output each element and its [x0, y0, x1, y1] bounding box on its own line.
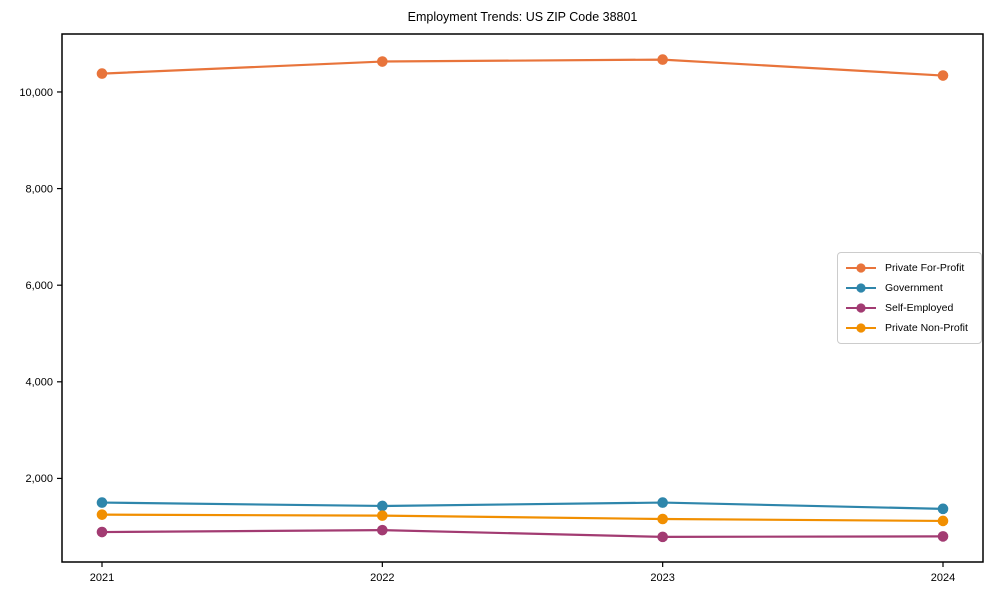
chart-title: Employment Trends: US ZIP Code 38801 — [407, 10, 638, 24]
legend-label: Private Non-Profit — [885, 322, 968, 334]
y-tick-label: 6,000 — [25, 280, 53, 292]
legend-marker-self-employed — [846, 303, 876, 313]
data-point-private-non-profit-2024 — [937, 515, 949, 527]
x-tick-label: 2024 — [931, 572, 955, 584]
legend-item-private-non-profit: Private Non-Profit — [845, 318, 973, 338]
legend-item-government: Government — [845, 278, 973, 298]
data-point-self-employed-2023 — [657, 531, 668, 543]
legend-marker-private-non-profit — [846, 323, 876, 333]
legend-dot-sample — [856, 303, 866, 313]
legend-marker-private-for-profit — [846, 263, 876, 273]
data-point-private-for-profit-2022 — [377, 56, 388, 67]
data-point-government-2024 — [937, 503, 949, 515]
data-point-private-non-profit-2021 — [96, 509, 108, 520]
series-line-private-non-profit — [100, 513, 945, 523]
series-line-private-for-profit — [100, 58, 945, 77]
series-line-government — [100, 501, 945, 510]
data-point-government-2021 — [96, 497, 108, 508]
data-point-self-employed-2022 — [377, 524, 388, 536]
legend: Private For-Profit Government Self-Employe… — [837, 252, 982, 344]
legend-label: Government — [885, 282, 943, 294]
data-point-government-2023 — [657, 497, 668, 508]
data-point-private-for-profit-2021 — [96, 68, 108, 79]
data-point-private-for-profit-2024 — [937, 70, 949, 81]
data-point-self-employed-2024 — [937, 531, 949, 542]
legend-marker-government — [846, 283, 876, 293]
y-tick-label: 8,000 — [25, 183, 53, 195]
y-tick-label: 10,000 — [19, 87, 53, 99]
legend-item-self-employed: Self-Employed — [845, 298, 973, 318]
axes-spines — [61, 33, 984, 563]
legend-dot-sample — [856, 283, 866, 293]
y-tick-label: 2,000 — [25, 473, 53, 485]
legend-label: Self-Employed — [885, 302, 954, 314]
series-line-self-employed — [100, 529, 945, 538]
legend-label: Private For-Profit — [885, 262, 965, 274]
data-point-self-employed-2021 — [96, 526, 108, 538]
y-tick-label: 4,000 — [25, 377, 53, 389]
data-point-private-non-profit-2023 — [657, 513, 668, 525]
legend-item-private-for-profit: Private For-Profit — [845, 258, 973, 278]
x-tick-label: 2021 — [90, 572, 114, 584]
data-point-private-non-profit-2022 — [377, 510, 388, 521]
data-point-private-for-profit-2023 — [657, 54, 668, 65]
x-tick-label: 2023 — [650, 572, 674, 584]
data-point-government-2022 — [377, 500, 388, 512]
legend-dot-sample — [856, 323, 866, 333]
legend-dot-sample — [856, 263, 866, 273]
x-tick-label: 2022 — [370, 572, 394, 584]
